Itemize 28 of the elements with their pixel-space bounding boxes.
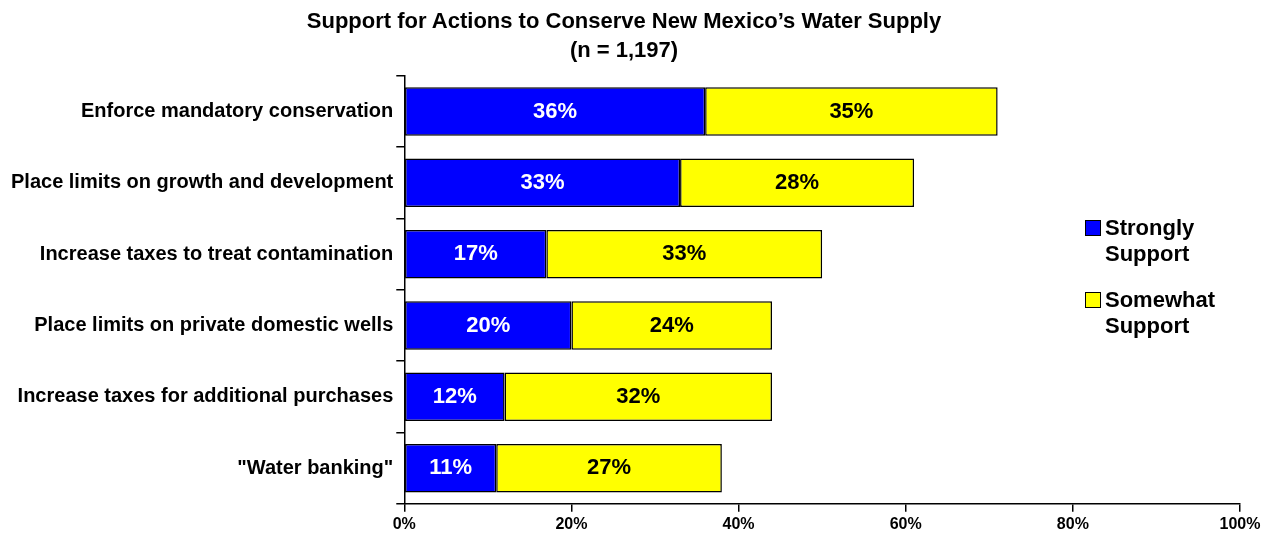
y-tick-label: Place limits on growth and development [10, 170, 394, 193]
x-tick-label: 100% [1219, 514, 1261, 532]
x-tick-label: 40% [722, 514, 755, 532]
data-label: 33% [520, 168, 565, 194]
y-tick-label: Place limits on private domestic wells [34, 312, 394, 335]
data-label: 12% [432, 382, 477, 408]
data-label: 17% [453, 240, 498, 266]
y-tick-label: "Water banking" [237, 455, 394, 478]
chart-title: Support for Actions to Conserve New Mexico’s Water Supply [306, 8, 942, 34]
x-tick-label: 60% [889, 514, 922, 532]
x-tick-label: 20% [555, 514, 588, 532]
x-tick-label: 80% [1056, 514, 1089, 532]
chart-subtitle: (n = 1,197) [569, 36, 679, 62]
y-tick-label: Increase taxes to treat contamination [39, 241, 394, 264]
data-label: 28% [775, 168, 820, 194]
x-tick-label: 0% [392, 514, 416, 532]
data-label: 36% [533, 97, 578, 123]
data-label: 35% [829, 97, 874, 123]
y-tick-label: Increase taxes for additional purchases [17, 384, 394, 407]
y-tick-label: Enforce mandatory conservation [80, 98, 394, 121]
legend-label: Somewhat Support [1105, 287, 1217, 339]
data-label: 24% [649, 311, 694, 337]
legend-label: Strongly Support [1105, 215, 1196, 267]
data-label: 11% [429, 454, 473, 480]
data-label: 20% [466, 311, 511, 337]
data-label: 27% [587, 454, 632, 480]
data-label: 33% [662, 240, 707, 266]
data-label: 32% [616, 382, 661, 408]
